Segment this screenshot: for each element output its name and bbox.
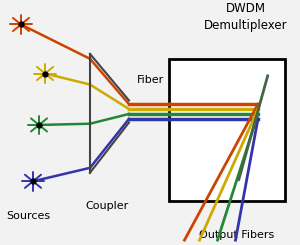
- Text: Fiber: Fiber: [136, 74, 164, 85]
- Text: Sources: Sources: [6, 210, 50, 220]
- Text: Output Fibers: Output Fibers: [200, 230, 274, 240]
- Text: DWDM
Demultiplexer: DWDM Demultiplexer: [204, 2, 288, 32]
- Text: Coupler: Coupler: [85, 201, 128, 211]
- Bar: [169, 59, 285, 201]
